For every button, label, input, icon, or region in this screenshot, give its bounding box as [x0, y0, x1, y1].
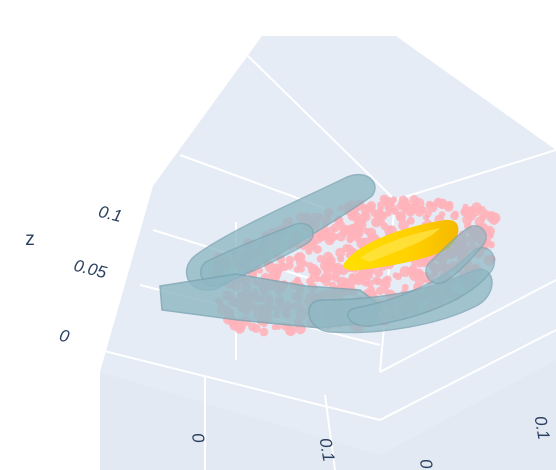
- point-cloud-marker: [301, 260, 308, 267]
- point-cloud-marker: [331, 223, 340, 233]
- point-cloud-marker: [406, 216, 415, 225]
- point-cloud-marker: [371, 217, 382, 228]
- hand-finger: [425, 225, 487, 285]
- point-cloud-marker: [338, 221, 345, 228]
- gridline: [246, 54, 396, 201]
- floor-plane: [100, 360, 556, 470]
- point-cloud-marker: [390, 196, 398, 203]
- surface-highlight: [360, 228, 440, 262]
- point-cloud-marker: [294, 252, 306, 263]
- hand-mesh: [159, 173, 495, 334]
- point-cloud-marker: [395, 211, 406, 222]
- y-tick-label: 0.1: [531, 415, 554, 442]
- point-cloud-marker: [306, 262, 314, 270]
- surface-series: [343, 219, 459, 271]
- point-cloud-marker: [422, 213, 430, 221]
- point-cloud-marker: [398, 195, 409, 206]
- point-cloud-marker: [259, 327, 269, 337]
- point-cloud-marker: [436, 199, 446, 209]
- z-tick-label: 0.1: [96, 202, 124, 226]
- x-tick-label: 0: [188, 432, 208, 445]
- point-cloud-marker: [293, 266, 301, 273]
- gridline: [379, 329, 556, 421]
- point-cloud-marker: [384, 209, 392, 217]
- point-cloud-marker: [401, 283, 409, 291]
- point-cloud-marker: [237, 323, 246, 331]
- point-cloud-marker: [313, 245, 322, 254]
- point-cloud-marker: [319, 276, 327, 284]
- x-tick-label: 0.1: [316, 437, 339, 464]
- point-cloud-marker: [342, 244, 351, 252]
- point-cloud-marker: [316, 255, 325, 263]
- point-cloud-marker: [487, 240, 495, 249]
- point-cloud-marker: [271, 324, 278, 331]
- point-cloud-marker: [377, 205, 384, 212]
- z-tick-label: 0: [57, 326, 71, 347]
- point-cloud-marker: [335, 247, 346, 258]
- point-cloud-marker: [346, 234, 355, 243]
- y-tick-label: 0: [416, 458, 436, 470]
- point-cloud-marker: [332, 262, 343, 274]
- point-cloud-marker: [360, 218, 367, 224]
- point-cloud-marker: [367, 201, 376, 210]
- point-cloud-marker: [330, 232, 339, 241]
- z-tick-label: 0.05: [72, 256, 109, 283]
- point-cloud-marker: [322, 251, 334, 263]
- gridline: [324, 394, 336, 470]
- point-cloud-marker: [443, 202, 454, 212]
- point-cloud-marker: [229, 321, 239, 331]
- point-cloud-marker: [438, 211, 446, 218]
- point-cloud-marker: [479, 215, 486, 222]
- point-cloud-marker: [347, 226, 356, 234]
- point-cloud-marker: [340, 280, 347, 287]
- point-cloud-marker: [321, 229, 329, 238]
- point-cloud-marker: [248, 322, 257, 332]
- point-cloud-marker: [410, 263, 417, 271]
- point-cloud-marker: [394, 272, 402, 281]
- point-cloud-marker: [367, 289, 377, 299]
- point-cloud-marker: [398, 219, 409, 231]
- point-cloud-marker: [350, 211, 361, 222]
- point-cloud-marker: [285, 255, 295, 265]
- point-cloud-marker: [333, 275, 340, 283]
- point-cloud-marker: [366, 279, 375, 288]
- point-cloud-marker: [379, 279, 388, 288]
- point-cloud-marker: [348, 282, 355, 290]
- point-cloud-marker: [461, 206, 472, 217]
- point-cloud-marker: [305, 247, 313, 255]
- point-cloud-marker: [286, 262, 294, 270]
- point-cloud-marker: [353, 234, 361, 242]
- point-cloud-marker: [320, 260, 330, 271]
- point-cloud-marker: [366, 227, 377, 238]
- point-cloud-marker: [375, 286, 385, 295]
- point-cloud-marker: [336, 231, 346, 242]
- point-cloud-marker: [486, 211, 497, 221]
- point-cloud-marker: [462, 214, 473, 225]
- gridline: [379, 279, 556, 373]
- point-cloud-marker: [451, 210, 459, 218]
- gridline: [99, 349, 381, 421]
- point-cloud-marker: [485, 231, 494, 240]
- point-cloud-marker: [374, 268, 383, 278]
- point-cloud-marker: [294, 276, 301, 284]
- point-cloud-marker: [419, 206, 427, 214]
- point-cloud-marker: [360, 267, 371, 279]
- point-cloud-marker: [409, 194, 419, 205]
- z-axis-title: z: [25, 229, 35, 250]
- gridline: [394, 149, 556, 201]
